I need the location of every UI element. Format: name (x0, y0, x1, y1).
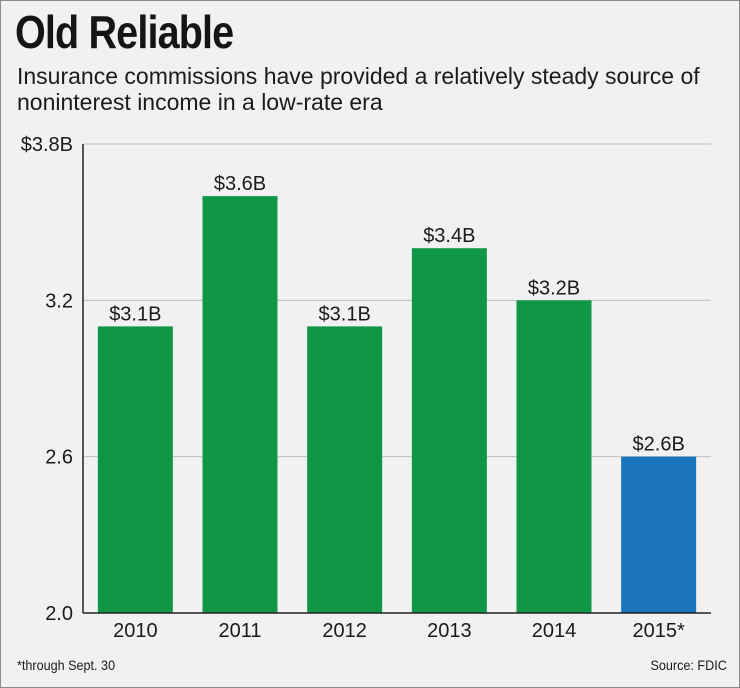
x-tick-label: 2014 (532, 620, 577, 642)
footnote: *through Sept. 30 (17, 657, 116, 673)
y-tick-label: 3.2 (45, 290, 73, 312)
bar (202, 196, 278, 613)
x-tick-label: 2015* (633, 620, 685, 642)
bar (516, 300, 592, 613)
data-label: $2.6B (633, 434, 685, 456)
y-tick-label: 2.6 (45, 447, 73, 469)
data-label: $3.1B (109, 303, 161, 325)
chart-subtitle: Insurance commissions have provided a re… (17, 63, 700, 115)
y-tick-label: $3.8B (21, 134, 73, 156)
bar (307, 326, 383, 613)
source-note: Source: FDIC (650, 657, 727, 673)
x-tick-label: 2012 (322, 620, 367, 642)
x-tick-label: 2011 (218, 620, 261, 642)
data-label: $3.2B (528, 277, 580, 299)
x-tick-label: 2010 (113, 620, 158, 642)
bar-chart: 2.0 2.6 3.2 $3.8B $3.1B 2010 $3.6B 2011 $3.1B 201… (21, 134, 711, 642)
chart-title: Old Reliable (15, 6, 234, 58)
bar (97, 326, 173, 613)
data-label: $3.1B (319, 303, 371, 325)
x-tick-label: 2013 (427, 620, 472, 642)
data-label: $3.6B (214, 173, 266, 195)
data-label: $3.4B (423, 225, 475, 247)
bar (621, 456, 697, 613)
y-tick-label: 2.0 (45, 603, 73, 625)
bar (411, 248, 487, 613)
